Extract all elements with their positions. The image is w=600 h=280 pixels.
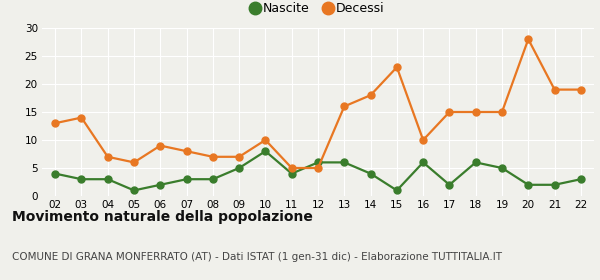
Legend: Nascite, Decessi: Nascite, Decessi	[247, 0, 389, 20]
Text: COMUNE DI GRANA MONFERRATO (AT) - Dati ISTAT (1 gen-31 dic) - Elaborazione TUTTI: COMUNE DI GRANA MONFERRATO (AT) - Dati I…	[12, 252, 502, 262]
Text: Movimento naturale della popolazione: Movimento naturale della popolazione	[12, 210, 313, 224]
